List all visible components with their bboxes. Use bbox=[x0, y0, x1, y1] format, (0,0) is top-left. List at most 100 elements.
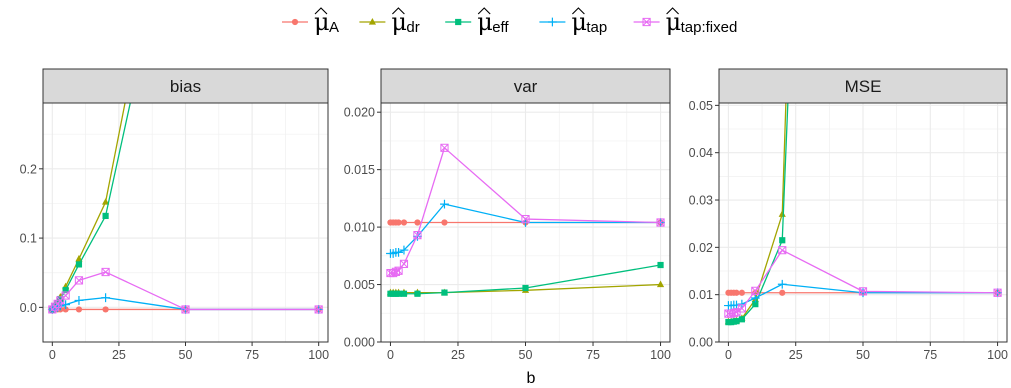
x-tick-label: 100 bbox=[308, 348, 329, 362]
y-tick-label: 0.03 bbox=[689, 194, 713, 208]
series-group bbox=[386, 143, 665, 297]
panel-bias: bias 0 25 50 75 100 0.0 0.1 0.2 bbox=[20, 68, 329, 362]
legend-key-marker bbox=[642, 17, 651, 27]
legend-key-marker bbox=[548, 17, 557, 27]
data-point bbox=[394, 247, 403, 257]
data-point bbox=[102, 306, 109, 313]
data-point bbox=[102, 212, 109, 220]
data-point bbox=[779, 289, 786, 296]
series-group bbox=[724, 103, 1002, 326]
panels: bias 0 25 50 75 100 0.0 0.1 0.2 var 0 25 50 75 100 0.00… bbox=[20, 68, 1008, 362]
data-point bbox=[441, 219, 448, 226]
panel-title: bias bbox=[170, 77, 201, 96]
data-point bbox=[738, 316, 745, 323]
legend-item-tap: μ tap bbox=[539, 7, 607, 36]
y-tick-label: 0.020 bbox=[344, 106, 375, 120]
legend-item-dr: μ dr bbox=[359, 7, 420, 36]
data-point bbox=[75, 261, 83, 268]
data-point bbox=[522, 284, 529, 292]
data-point bbox=[752, 301, 759, 308]
data-point bbox=[57, 295, 64, 303]
panel-title: MSE bbox=[845, 77, 882, 96]
x-tick-label: 75 bbox=[923, 348, 937, 362]
data-point bbox=[62, 286, 69, 294]
hat-icon bbox=[572, 7, 585, 15]
legend-subscript: tap:fixed bbox=[681, 19, 738, 36]
x-tick-label: 50 bbox=[856, 348, 870, 362]
panel-border bbox=[380, 102, 671, 343]
panel-border bbox=[42, 102, 329, 343]
data-point bbox=[101, 267, 110, 277]
y-tick-label: 0.04 bbox=[689, 146, 713, 160]
data-point bbox=[394, 266, 403, 275]
y-tick-label: 0.1 bbox=[20, 232, 37, 246]
data-point bbox=[777, 279, 787, 289]
data-point bbox=[75, 306, 83, 313]
y-tick-label: 0.0 bbox=[20, 301, 37, 315]
legend-key-marker bbox=[291, 18, 299, 26]
data-point bbox=[779, 237, 786, 244]
data-point bbox=[656, 218, 665, 227]
data-point bbox=[400, 290, 408, 297]
data-point bbox=[858, 288, 868, 298]
panel-strip bbox=[42, 68, 329, 104]
legend-item-eff: μ eff bbox=[445, 7, 509, 36]
x-axis-title: b bbox=[527, 370, 536, 387]
x-tick-label: 25 bbox=[112, 348, 126, 362]
data-point bbox=[733, 318, 740, 325]
data-point bbox=[733, 289, 740, 296]
data-point bbox=[738, 289, 745, 296]
legend-subscript: A bbox=[329, 19, 339, 36]
data-point bbox=[778, 210, 786, 217]
y-tick-label: 0.05 bbox=[689, 99, 713, 113]
data-point bbox=[414, 219, 421, 226]
data-point bbox=[74, 296, 84, 305]
series-group bbox=[47, 103, 324, 314]
x-tick-label: 0 bbox=[387, 348, 394, 362]
y-tick-label: 0.000 bbox=[344, 336, 375, 350]
legend-label: μ bbox=[571, 8, 587, 36]
y-tick-label: 0.02 bbox=[689, 241, 713, 255]
x-tick-label: 75 bbox=[245, 348, 259, 362]
data-point bbox=[181, 305, 190, 314]
data-point bbox=[399, 245, 409, 255]
data-point bbox=[101, 293, 110, 303]
data-point bbox=[440, 199, 449, 209]
legend-label: μ bbox=[477, 8, 493, 36]
panel-mse: MSE 0 25 50 75 100 0.00 0.01 0.02 0.03 0.04 0.05 bbox=[689, 68, 1008, 362]
data-point bbox=[656, 280, 665, 288]
x-tick-label: 0 bbox=[725, 348, 732, 362]
hat-icon bbox=[477, 7, 491, 15]
legend-key-marker bbox=[455, 18, 462, 26]
data-point bbox=[732, 308, 741, 317]
data-point bbox=[314, 305, 323, 314]
panel-strip bbox=[380, 68, 671, 104]
series-tapfixed bbox=[724, 246, 1002, 318]
data-point bbox=[61, 291, 70, 300]
panel-strip bbox=[718, 68, 1008, 104]
data-point bbox=[413, 231, 422, 240]
data-point bbox=[395, 219, 402, 226]
data-point bbox=[750, 293, 760, 303]
legend-label: μ bbox=[314, 8, 330, 36]
data-point bbox=[657, 261, 664, 269]
x-tick-label: 100 bbox=[650, 348, 671, 362]
x-tick-label: 25 bbox=[789, 348, 803, 362]
data-point bbox=[74, 276, 84, 285]
data-point bbox=[62, 306, 69, 313]
y-tick-label: 0.00 bbox=[689, 336, 713, 350]
hat-icon bbox=[392, 7, 405, 15]
y-tick-label: 0.015 bbox=[344, 163, 375, 177]
data-point bbox=[440, 143, 449, 152]
x-tick-label: 25 bbox=[451, 348, 465, 362]
data-point bbox=[778, 246, 787, 255]
x-tick-label: 0 bbox=[49, 348, 56, 362]
series-eff bbox=[725, 103, 789, 326]
data-point bbox=[414, 290, 421, 297]
legend-item-tapfixed: μ tap:fixed bbox=[633, 7, 738, 36]
data-point bbox=[61, 300, 71, 309]
y-tick-label: 0.2 bbox=[20, 162, 37, 176]
data-point bbox=[399, 259, 409, 268]
legend-key-marker bbox=[368, 18, 376, 25]
